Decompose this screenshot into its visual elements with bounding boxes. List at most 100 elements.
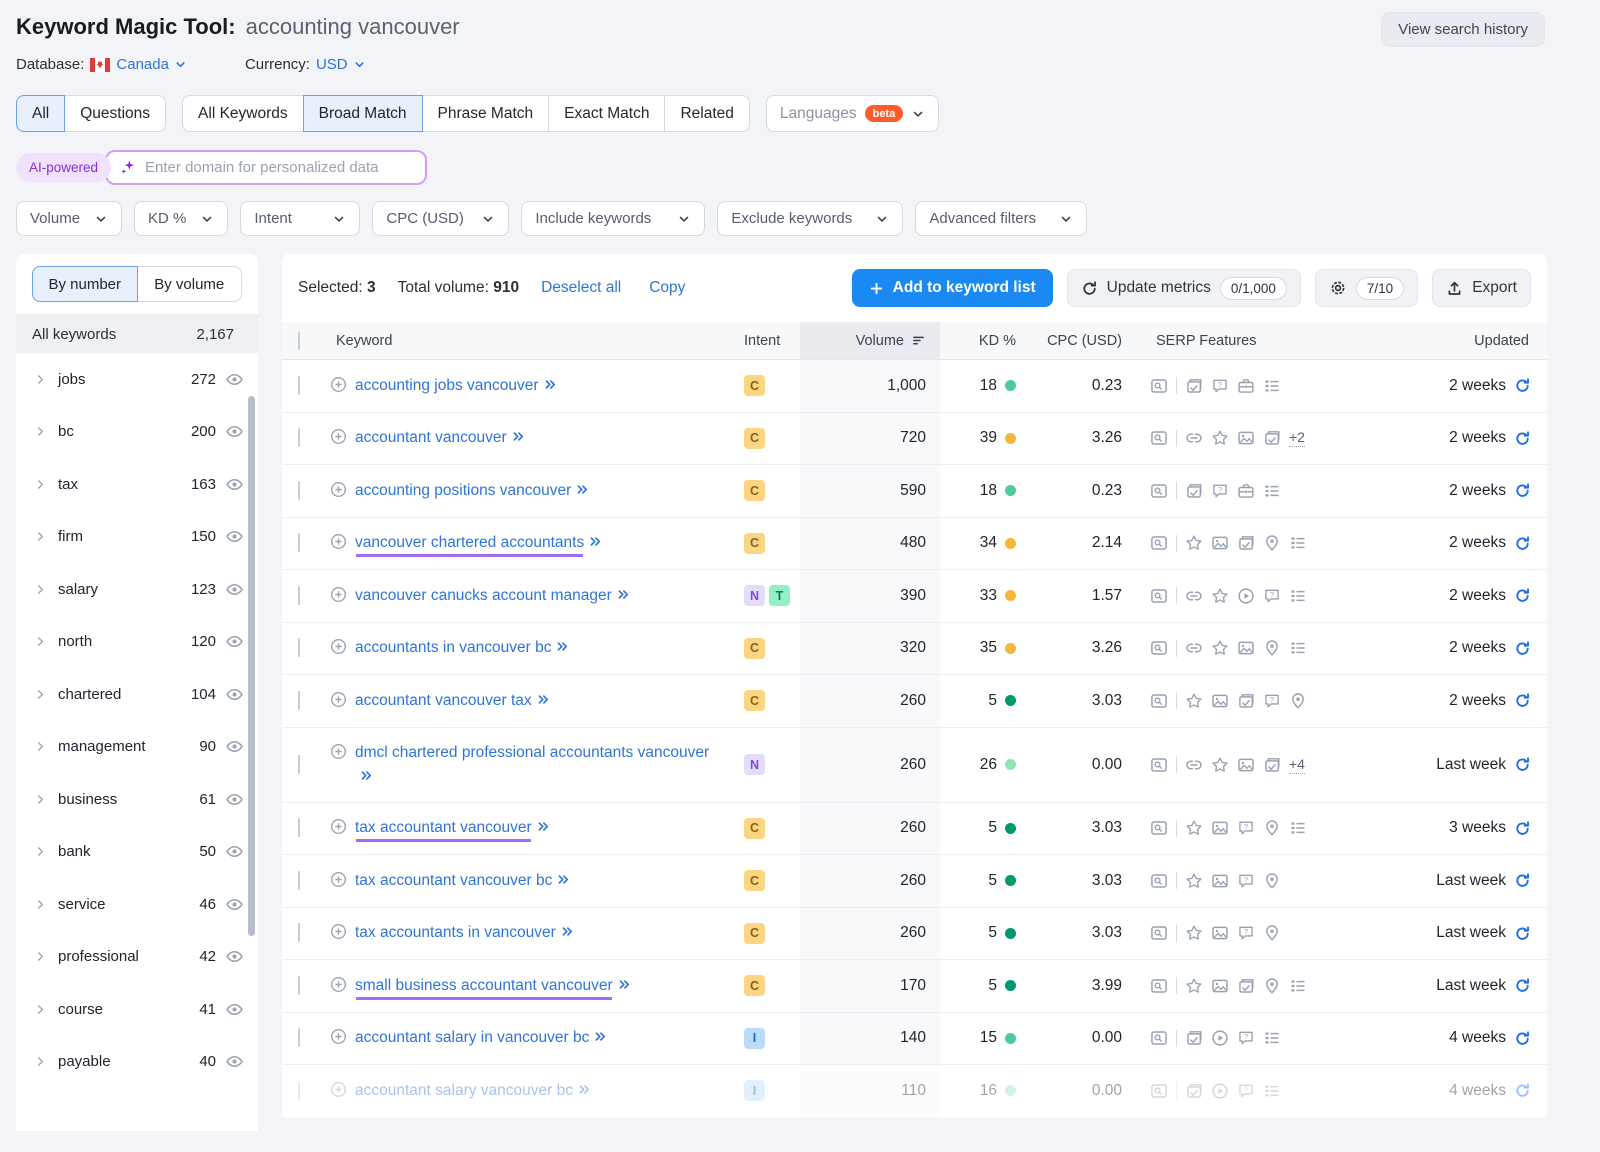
filter-intent[interactable]: Intent [240,201,361,236]
sidebar-group-salary[interactable]: salary 123 [16,563,258,616]
row-checkbox[interactable] [298,818,300,838]
column-header-updated[interactable]: Updated [1474,332,1529,349]
currency-select[interactable]: USD [316,56,366,73]
add-keyword-icon[interactable] [330,818,347,835]
column-header-keyword[interactable]: Keyword [336,332,393,349]
keyword-link[interactable]: tax accountants in vancouver [355,921,575,945]
sidebar-tab-by-number[interactable]: By number [32,266,138,302]
sidebar-group-professional[interactable]: professional 42 [16,931,258,984]
keyword-link[interactable]: accountant vancouver [355,426,526,450]
add-keyword-icon[interactable] [330,428,347,445]
refresh-icon[interactable] [1514,756,1531,773]
eye-icon[interactable] [225,527,244,546]
open-keyword-icon[interactable] [588,534,603,549]
keyword-link[interactable]: small business accountant vancouver [355,974,632,998]
filter-kd-[interactable]: KD % [134,201,229,236]
open-keyword-icon[interactable] [575,482,590,497]
domain-input[interactable] [145,159,413,176]
sidebar-group-jobs[interactable]: jobs 272 [16,353,258,406]
row-checkbox[interactable] [298,1028,300,1048]
tab-exact-match[interactable]: Exact Match [548,95,666,132]
add-keyword-icon[interactable] [330,481,347,498]
row-checkbox[interactable] [298,690,300,710]
refresh-icon[interactable] [1514,925,1531,942]
eye-icon[interactable] [225,790,244,809]
keyword-link[interactable]: vancouver chartered accountants [355,531,603,555]
refresh-icon[interactable] [1514,872,1531,889]
tab-related[interactable]: Related [664,95,750,132]
refresh-icon[interactable] [1514,535,1531,552]
serp-extra-count[interactable]: +2 [1289,429,1305,448]
refresh-icon[interactable] [1514,1082,1531,1099]
column-header-kd[interactable]: KD % [978,332,1016,349]
open-keyword-icon[interactable] [536,819,551,834]
sidebar-group-payable[interactable]: payable 40 [16,1036,258,1089]
open-keyword-icon[interactable] [555,639,570,654]
tab-phrase-match[interactable]: Phrase Match [421,95,550,132]
refresh-icon[interactable] [1514,820,1531,837]
row-checkbox[interactable] [298,585,300,605]
filter-include-keywords[interactable]: Include keywords [521,201,706,236]
eye-icon[interactable] [225,842,244,861]
sidebar-group-bc[interactable]: bc 200 [16,406,258,459]
database-select[interactable]: Canada [116,56,187,73]
refresh-icon[interactable] [1514,430,1531,447]
open-keyword-icon[interactable] [536,692,551,707]
open-keyword-icon[interactable] [359,768,374,783]
settings-button[interactable]: 7/10 [1314,269,1419,307]
keyword-link[interactable]: accountant vancouver tax [355,689,551,713]
sidebar-group-bank[interactable]: bank 50 [16,826,258,879]
add-keyword-icon[interactable] [330,743,347,760]
eye-icon[interactable] [225,422,244,441]
row-checkbox[interactable] [298,754,300,774]
sidebar-group-service[interactable]: service 46 [16,878,258,931]
open-keyword-icon[interactable] [556,872,571,887]
eye-icon[interactable] [225,737,244,756]
row-checkbox[interactable] [298,1080,300,1100]
add-keyword-icon[interactable] [330,1081,347,1098]
row-checkbox[interactable] [298,975,300,995]
row-checkbox[interactable] [298,480,300,500]
column-header-volume[interactable]: Volume [800,322,940,359]
all-keywords-row[interactable]: All keywords 2,167 [16,315,258,353]
refresh-icon[interactable] [1514,977,1531,994]
add-keyword-icon[interactable] [330,691,347,708]
filter-volume[interactable]: Volume [16,201,123,236]
export-button[interactable]: Export [1432,269,1531,307]
keyword-link[interactable]: accountants in vancouver bc [355,636,570,660]
refresh-icon[interactable] [1514,640,1531,657]
add-keyword-icon[interactable] [330,1028,347,1045]
add-keyword-icon[interactable] [330,376,347,393]
add-keyword-icon[interactable] [330,871,347,888]
eye-icon[interactable] [225,580,244,599]
languages-dropdown[interactable]: Languages beta [765,95,940,132]
add-keyword-icon[interactable] [330,923,347,940]
refresh-icon[interactable] [1514,692,1531,709]
keyword-link[interactable]: dmcl chartered professional accountants … [355,741,728,789]
keyword-link[interactable]: accountant salary vancouver bc [355,1079,592,1103]
tab-all[interactable]: All [16,95,66,132]
keyword-link[interactable]: vancouver canucks account manager [355,584,631,608]
column-header-serp-features[interactable]: SERP Features [1156,332,1257,349]
add-to-keyword-list-button[interactable]: Add to keyword list [851,269,1053,307]
eye-icon[interactable] [225,685,244,704]
sidebar-group-business[interactable]: business 61 [16,773,258,826]
filter-advanced-filters[interactable]: Advanced filters [915,201,1088,236]
tab-questions[interactable]: Questions [64,95,167,132]
sidebar-group-course[interactable]: course 41 [16,983,258,1036]
row-checkbox[interactable] [298,638,300,658]
open-keyword-icon[interactable] [560,924,575,939]
eye-icon[interactable] [225,895,244,914]
deselect-all-link[interactable]: Deselect all [541,279,622,296]
eye-icon[interactable] [225,947,244,966]
refresh-icon[interactable] [1514,377,1531,394]
sidebar-scrollbar[interactable] [248,396,255,936]
tab-all-keywords[interactable]: All Keywords [182,95,304,132]
tab-broad-match[interactable]: Broad Match [302,95,423,132]
row-checkbox[interactable] [298,428,300,448]
eye-icon[interactable] [225,370,244,389]
filter-exclude-keywords[interactable]: Exclude keywords [717,201,904,236]
eye-icon[interactable] [225,475,244,494]
row-checkbox[interactable] [298,870,300,890]
keyword-link[interactable]: accounting jobs vancouver [355,374,558,398]
